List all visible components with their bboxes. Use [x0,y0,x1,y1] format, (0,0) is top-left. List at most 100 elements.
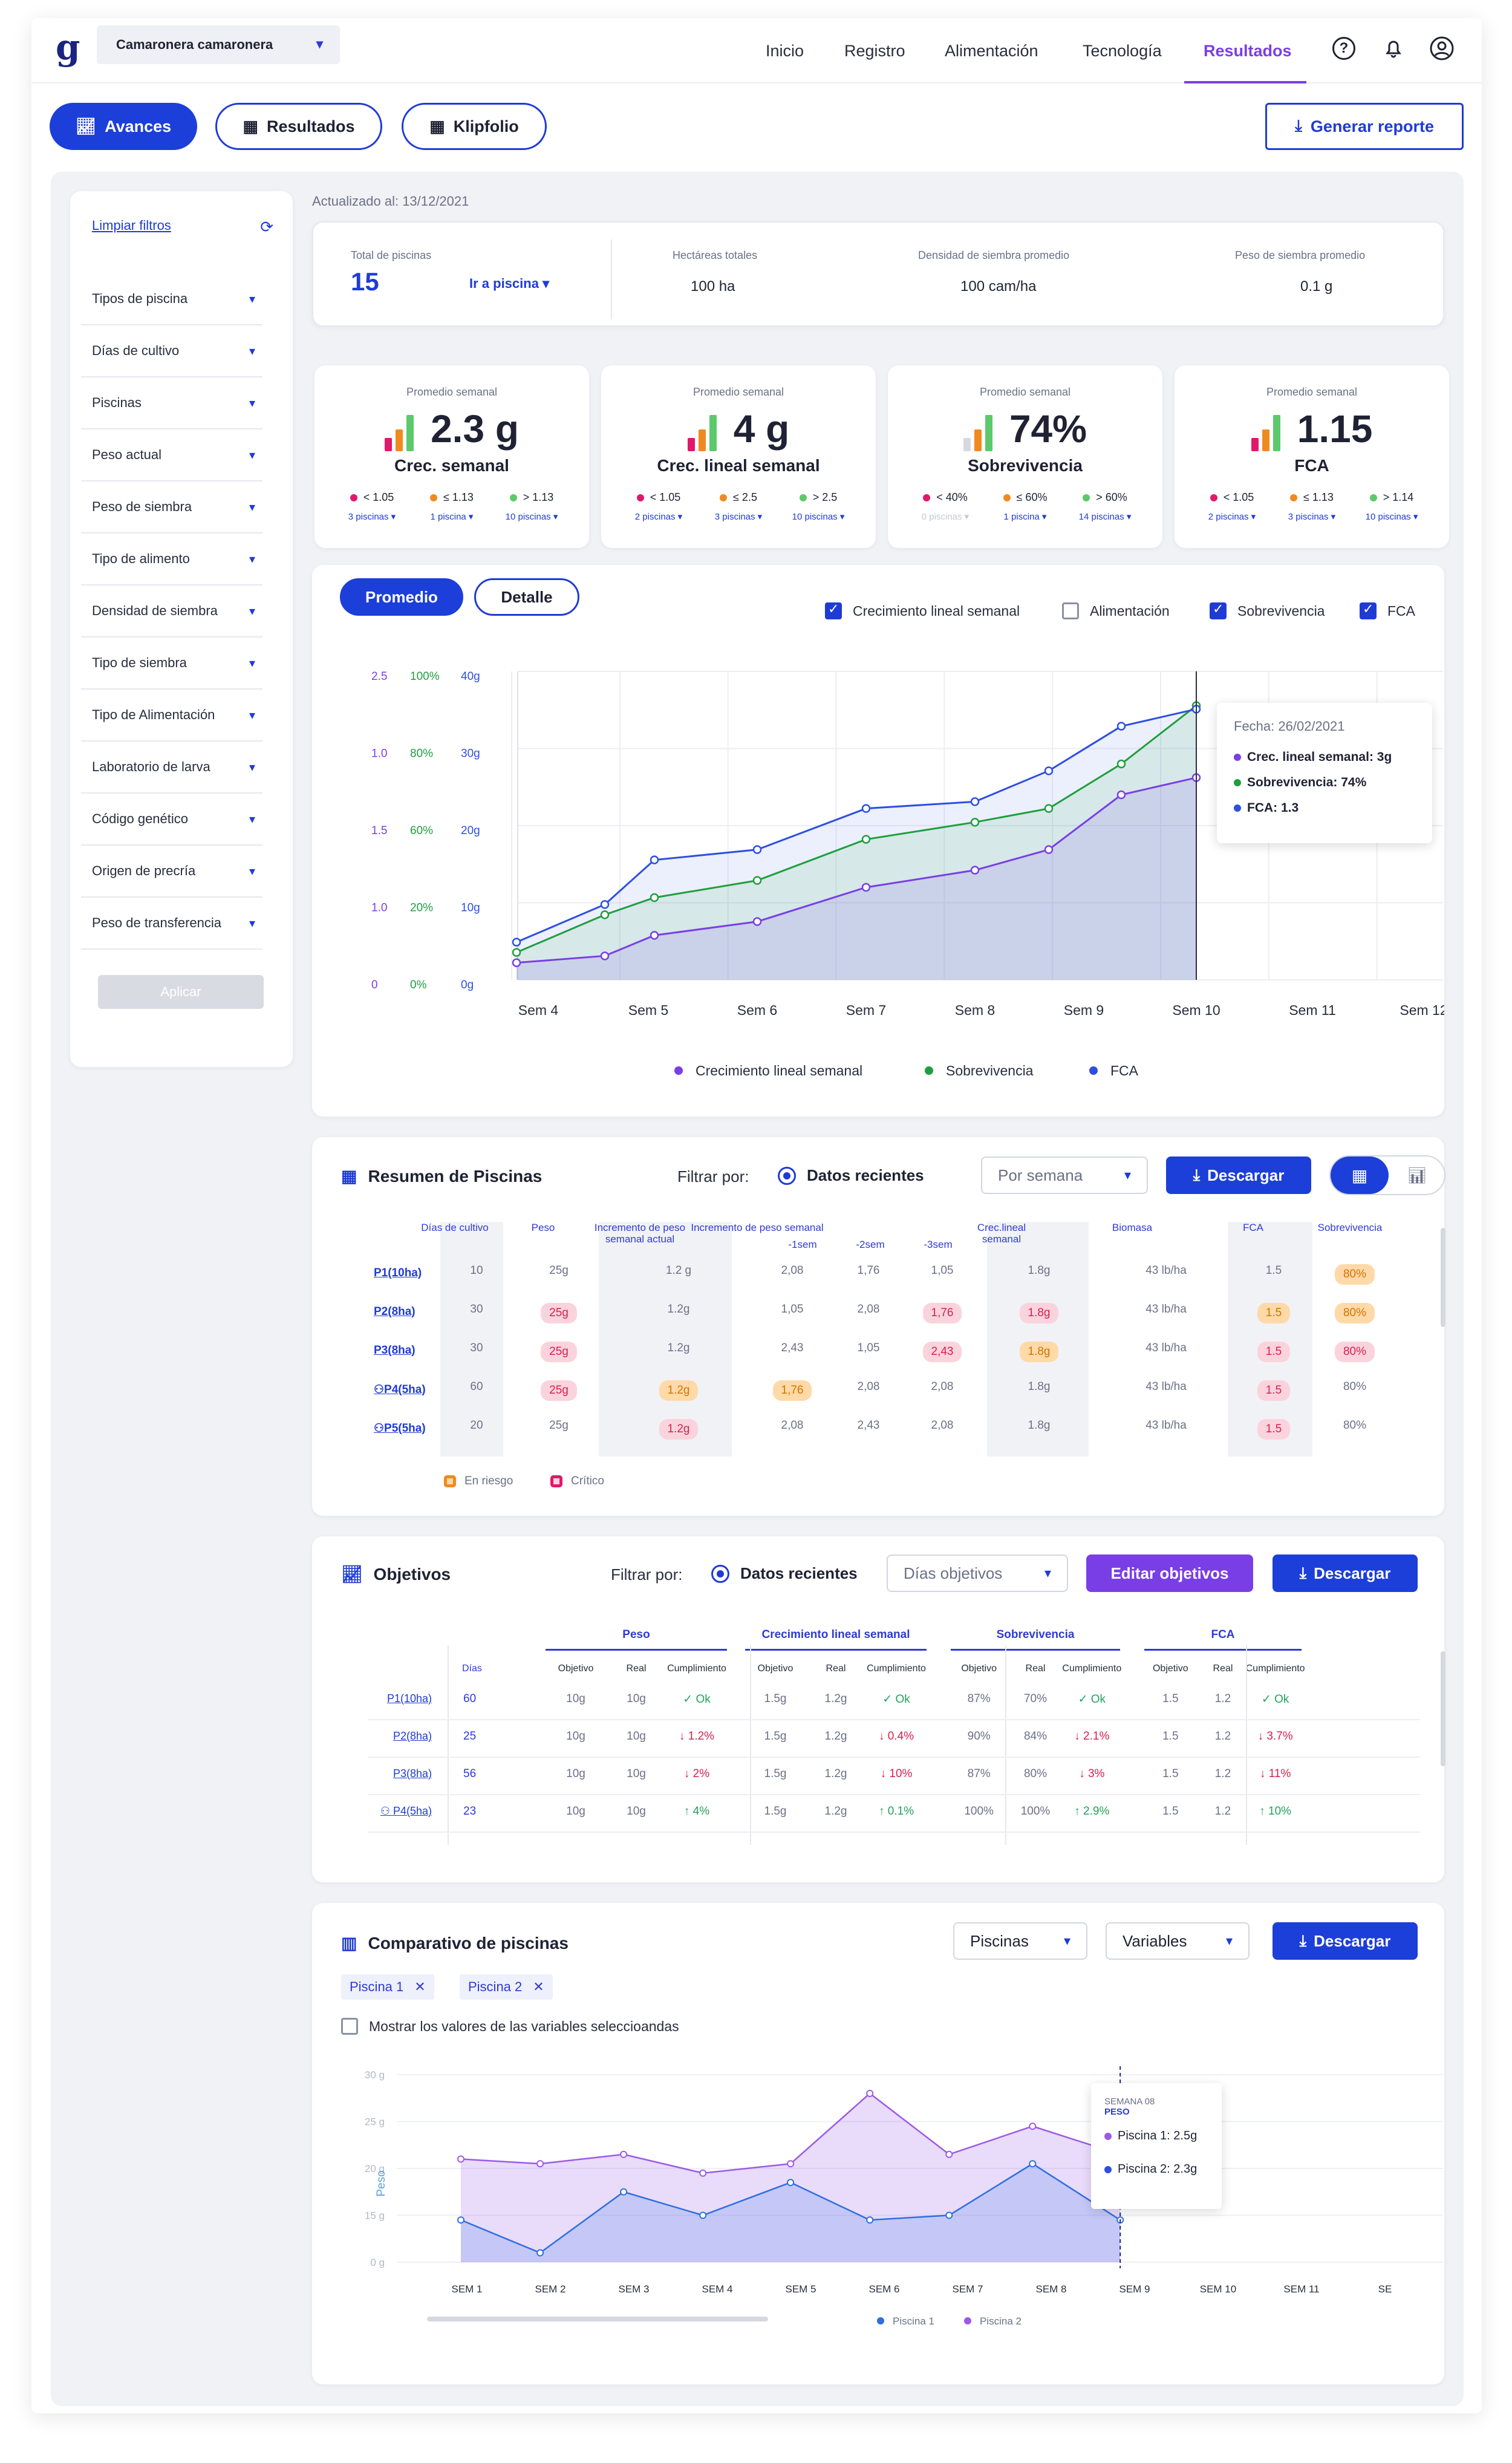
apply-filters-button[interactable]: Aplicar [98,975,264,1009]
nav-registro[interactable]: Registro [844,41,905,60]
vertical-scrollbar[interactable] [1441,1651,1445,1766]
data-point[interactable] [970,818,980,827]
data-point[interactable] [1116,759,1126,769]
kpi-legend-item[interactable]: < 1.05 2 piscinas ▾ [1199,491,1265,522]
kpi-legend-item[interactable]: < 1.05 2 piscinas ▾ [625,491,692,522]
nav-alimentacion[interactable]: Alimentación [945,41,1038,60]
data-point[interactable] [861,804,871,813]
table-view-icon[interactable]: ▦ [1331,1156,1389,1194]
refresh-icon[interactable]: ⟳ [260,218,273,236]
period-select[interactable]: Por semana ▾ [981,1156,1148,1194]
pool-link[interactable]: ⚇P5(5ha) [374,1421,426,1435]
vertical-scrollbar[interactable] [1441,1228,1445,1327]
data-point[interactable] [1044,766,1054,775]
data-point[interactable] [650,931,659,940]
data-point[interactable] [866,2090,874,2097]
data-point[interactable] [787,2160,795,2168]
filter-0[interactable]: Tipos de piscina ▾ [81,273,262,325]
horizontal-scrollbar[interactable] [427,2317,768,2321]
recent-data-radio[interactable]: Datos recientes [711,1564,858,1583]
bell-icon[interactable] [1380,35,1407,62]
close-icon[interactable]: ✕ [533,1979,544,1994]
data-point[interactable] [752,845,762,854]
data-point[interactable] [866,2216,874,2224]
data-point[interactable] [970,797,980,806]
pool-link[interactable]: P2(8ha) [374,1730,432,1743]
chart-view-icon[interactable]: 📊︎ [1407,1166,1427,1184]
filter-11[interactable]: Origen de precría ▾ [81,846,262,898]
kpi-legend-item[interactable]: ≤ 1.13 3 piscinas ▾ [1279,491,1345,522]
filter-10[interactable]: Código genético ▾ [81,794,262,846]
edit-objectives-button[interactable]: Editar objetivos [1086,1554,1253,1592]
go-to-pool-link[interactable]: Ir a piscina ▾ [469,276,549,292]
pool-link[interactable]: ⚇P4(5ha) [374,1383,426,1397]
download-button[interactable]: ⤓ Descargar [1272,1922,1418,1960]
data-point[interactable] [1029,2122,1037,2130]
data-point[interactable] [945,2150,953,2158]
data-point[interactable] [620,2150,628,2158]
data-point[interactable] [512,958,521,967]
pool-link[interactable]: P3(8ha) [374,1344,415,1357]
data-point[interactable] [1116,790,1126,800]
kpi-legend-item[interactable]: > 1.14 10 piscinas ▾ [1358,491,1425,522]
kpi-legend-item[interactable]: < 1.05 3 piscinas ▾ [339,491,405,522]
download-button[interactable]: ⤓ Descargar [1166,1156,1311,1194]
data-point[interactable] [457,2216,464,2224]
data-point[interactable] [512,948,521,957]
data-point[interactable] [752,876,762,885]
pool-link[interactable]: ⚇ P4(5ha) [374,1805,432,1818]
data-point[interactable] [620,2188,628,2196]
help-icon[interactable]: ? [1331,35,1357,62]
data-point[interactable] [650,855,659,864]
kpi-legend-item[interactable]: ≤ 2.5 3 piscinas ▾ [705,491,772,522]
kpi-legend-item[interactable]: > 2.5 10 piscinas ▾ [785,491,852,522]
filter-1[interactable]: Días de cultivo ▾ [81,325,262,377]
filter-9[interactable]: Laboratorio de larva ▾ [81,742,262,794]
filter-8[interactable]: Tipo de Alimentación ▾ [81,690,262,742]
data-point[interactable] [600,910,610,919]
check-crec-lineal[interactable]: Crecimiento lineal semanal [825,602,1020,619]
data-point[interactable] [1116,722,1126,731]
recent-data-radio[interactable]: Datos recientes [778,1166,924,1185]
filter-7[interactable]: Tipo de siembra ▾ [81,638,262,690]
toggle-detalle[interactable]: Detalle [474,578,579,616]
data-point[interactable] [787,2179,795,2187]
kpi-legend-item[interactable]: > 1.13 10 piscinas ▾ [498,491,565,522]
data-point[interactable] [970,866,980,875]
check-sobrevivencia[interactable]: Sobrevivencia [1210,602,1325,619]
filter-3[interactable]: Peso actual ▾ [81,429,262,481]
pool-link[interactable]: P1(10ha) [374,1692,432,1705]
tab-klipfolio[interactable]: ▦ Klipfolio [402,103,547,150]
pool-link[interactable]: P2(8ha) [374,1305,415,1319]
download-button[interactable]: ⤓ Descargar [1272,1554,1418,1592]
data-point[interactable] [600,951,610,961]
kpi-legend-item[interactable]: ≤ 1.13 1 piscina ▾ [419,491,485,522]
data-point[interactable] [699,2169,707,2177]
filter-6[interactable]: Densidad de siembra ▾ [81,586,262,638]
tab-resultados[interactable]: ▦ Resultados [215,103,382,150]
data-point[interactable] [600,900,610,909]
generate-report-button[interactable]: ⤓ Generar reporte [1265,103,1464,150]
farm-selector[interactable]: Camaronera camaronera ▾ [97,25,340,64]
data-point[interactable] [650,893,659,902]
data-point[interactable] [1044,804,1054,813]
pool-link[interactable]: P1(10ha) [374,1267,422,1280]
filter-5[interactable]: Tipo de alimento ▾ [81,533,262,586]
pool-link[interactable]: P3(8ha) [374,1767,432,1780]
data-point[interactable] [861,835,871,844]
data-point[interactable] [699,2211,707,2219]
filter-4[interactable]: Peso de siembra ▾ [81,481,262,533]
data-point[interactable] [945,2211,953,2219]
show-values-checkbox[interactable]: Mostrar los valores de las variables sel… [341,2018,679,2035]
data-point[interactable] [861,882,871,892]
days-select[interactable]: Días objetivos ▾ [887,1554,1068,1592]
pools-select[interactable]: Piscinas ▾ [953,1922,1087,1960]
kpi-legend-item[interactable]: < 40% 0 piscinas ▾ [912,491,979,522]
data-point[interactable] [752,917,762,926]
data-point[interactable] [457,2155,464,2163]
kpi-legend-item[interactable]: ≤ 60% 1 piscina ▾ [992,491,1058,522]
close-icon[interactable]: ✕ [414,1979,426,1994]
nav-inicio[interactable]: Inicio [766,41,804,60]
toggle-promedio[interactable]: Promedio [340,578,463,616]
data-point[interactable] [536,2160,544,2168]
